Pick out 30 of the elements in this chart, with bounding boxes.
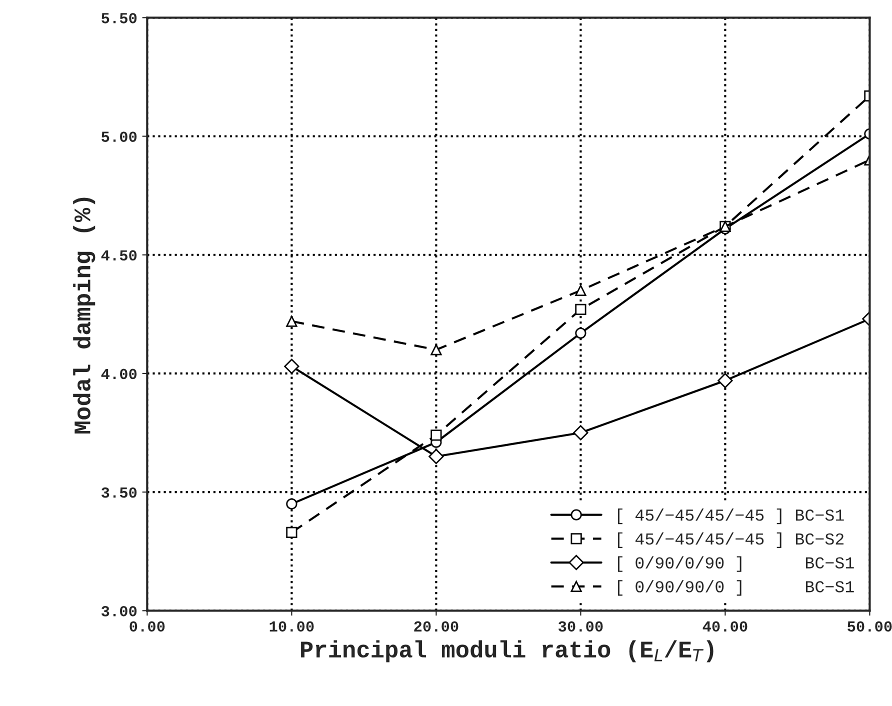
- point: [284, 358, 300, 374]
- legend-label: [ 0/90/90/0 ] BC−S1: [618, 580, 854, 596]
- x-tick-label: 0.00: [130, 621, 165, 632]
- x-tick-label: 40.00: [702, 621, 748, 632]
- y-tick-label: 4.00: [101, 368, 137, 380]
- x-axis-title: Principal moduli ratio (E$_{L}$/E$_{T}$): [301, 640, 714, 662]
- y-tick-label: 3.50: [101, 487, 137, 498]
- point: [428, 448, 444, 464]
- point: [718, 373, 733, 388]
- y-tick-label: 5.00: [102, 132, 137, 142]
- point: [286, 498, 298, 510]
- point: [573, 425, 588, 440]
- x-tick-label: 20.00: [414, 621, 458, 632]
- legend-label: [ 0/90/0/90 ] BC−S1: [618, 556, 854, 572]
- y-tick-label: 4.50: [101, 250, 137, 261]
- x-tick-label: 30.00: [558, 621, 603, 632]
- legend-label: [ 45/−45/45/−45 ] BC−S1: [618, 508, 844, 524]
- point: [286, 526, 298, 538]
- x-tick-label: 10.00: [270, 621, 314, 632]
- point: [430, 430, 442, 441]
- y-axis-title: Modal damping (%): [73, 198, 96, 434]
- y-tick-label: 3.00: [101, 606, 137, 616]
- y-tick-label: 5.50: [102, 12, 137, 24]
- legend-label: [ 45/−45/45/−45 ] BC−S2: [618, 532, 844, 548]
- x-tick-label: 50.00: [848, 621, 892, 632]
- point: [430, 344, 442, 356]
- point: [575, 284, 586, 296]
- point: [575, 304, 586, 315]
- point: [575, 328, 586, 339]
- point: [286, 316, 298, 327]
